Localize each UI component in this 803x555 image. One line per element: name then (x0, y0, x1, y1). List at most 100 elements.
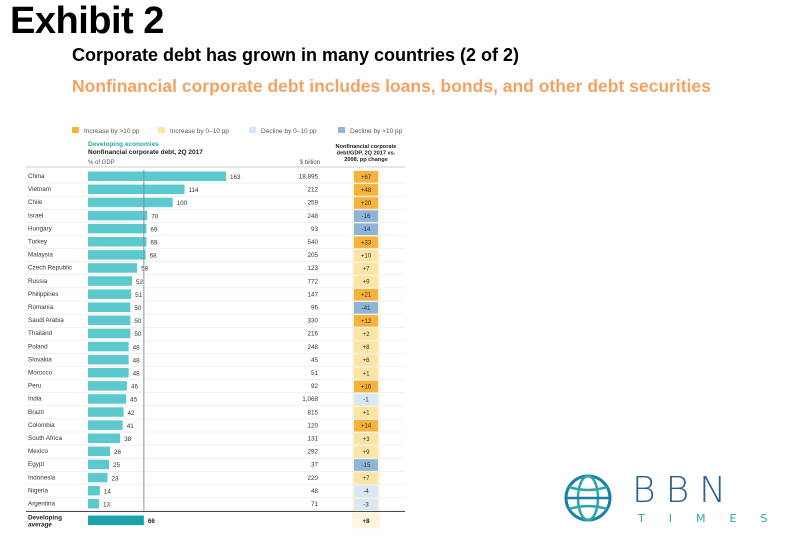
change-cell (354, 498, 378, 511)
country-label: Czech Republic (28, 265, 72, 272)
bar-value-label: 68 (150, 253, 158, 260)
billion-value: 147 (307, 291, 318, 298)
change-cell (354, 315, 378, 327)
country-label: Turkey (28, 239, 48, 246)
change-header: Nonfinancial corporate (336, 144, 397, 150)
billion-header: $ billion (300, 160, 320, 166)
country-label: Poland (28, 343, 48, 350)
legend-swatch (249, 127, 256, 133)
change-cell (354, 354, 378, 366)
change-cell (354, 341, 378, 353)
billion-value: 37 (311, 462, 319, 469)
change-cell (354, 275, 378, 288)
billion-value: 1,068 (302, 396, 318, 403)
globe-icon (564, 474, 612, 522)
change-cell (354, 288, 378, 301)
change-cell (354, 472, 378, 484)
change-value: +9 (362, 449, 370, 456)
bar (88, 223, 147, 234)
change-cell (354, 419, 378, 432)
country-label: Malaysia (28, 252, 53, 259)
bar (88, 446, 111, 457)
billion-value: 330 (307, 318, 318, 325)
bar (88, 433, 121, 443)
country-label: Vietnam (28, 186, 51, 193)
bbn-times-logo (564, 474, 612, 522)
change-cell (354, 302, 378, 314)
country-label: Philippines (28, 291, 58, 298)
bar (88, 237, 147, 247)
country-label: Egypt (28, 461, 44, 468)
billion-value: 93 (311, 226, 319, 233)
change-cell (354, 184, 378, 196)
legend-label: Decline by 0–10 pp (261, 128, 317, 135)
change-value: -1 (363, 397, 369, 404)
bar (88, 184, 185, 195)
legend-swatch (338, 127, 345, 133)
change-cell (354, 459, 378, 471)
logo-subtext: TIMES (638, 512, 792, 525)
bar (88, 354, 129, 365)
bar-value-label: 25 (113, 462, 121, 469)
change-value: +12 (361, 318, 372, 325)
billion-value: 18,895 (299, 174, 319, 181)
change-value: +20 (361, 200, 372, 207)
change-cell (354, 393, 378, 406)
bar-value-label: 45 (130, 397, 138, 404)
bar-value-label: 114 (189, 187, 200, 194)
bar-value-label: 48 (133, 371, 141, 378)
bar-value-label: 69 (150, 226, 158, 233)
country-label: Thailand (28, 330, 53, 337)
country-label: Slovakia (28, 356, 52, 363)
country-label: Nigeria (28, 487, 48, 494)
billion-value: 216 (307, 331, 318, 338)
bar-value-label: 50 (134, 318, 142, 325)
change-value: +8 (362, 344, 370, 351)
billion-value: 772 (307, 278, 318, 285)
country-label: Colombia (28, 422, 55, 429)
bar (88, 197, 173, 208)
legend-label: Increase by 0–10 pp (170, 128, 229, 135)
unit-label: % of GDP (88, 160, 115, 166)
billion-value: 212 (307, 187, 318, 194)
change-cell (354, 197, 378, 209)
country-label: Chile (28, 199, 43, 206)
billion-value: 96 (311, 305, 319, 312)
bar (88, 302, 131, 312)
chart-title: Corporate debt has grown in many countri… (72, 45, 520, 65)
change-cell (354, 380, 378, 393)
change-value: -16 (362, 213, 372, 220)
change-cell (354, 223, 378, 235)
country-label: China (28, 173, 45, 180)
country-label: Saudi Arabia (28, 317, 64, 324)
bar-value-label: 48 (133, 357, 141, 364)
bar (88, 472, 108, 483)
bar-value-label: 50 (134, 331, 142, 338)
billion-value: 220 (307, 475, 318, 482)
average-change-value: +8 (362, 518, 370, 525)
bar (88, 420, 123, 430)
change-cell (354, 171, 378, 183)
average-label: average (28, 522, 52, 529)
logo-text: BBN (632, 470, 737, 511)
bar-value-label: 38 (124, 436, 132, 443)
change-header: debt/GDP, 2Q 2017 vs. (337, 151, 396, 157)
bar (88, 263, 138, 273)
billion-value: 45 (311, 357, 319, 364)
bar-value-label: 41 (127, 423, 135, 430)
bar-value-label: 51 (135, 292, 143, 299)
legend-swatch (72, 127, 79, 133)
bar-value-label: 23 (111, 475, 119, 482)
bar (88, 485, 100, 496)
country-label: Brazil (28, 409, 44, 416)
change-cell (354, 485, 378, 497)
change-value: -15 (362, 462, 372, 469)
change-value: -14 (362, 226, 372, 233)
change-cell (354, 328, 378, 340)
bar (88, 407, 124, 417)
change-value: -4 (363, 488, 369, 495)
bar (88, 210, 148, 221)
country-label: Morocco (28, 370, 53, 377)
billion-value: 131 (307, 436, 318, 443)
country-label: Peru (28, 383, 42, 390)
